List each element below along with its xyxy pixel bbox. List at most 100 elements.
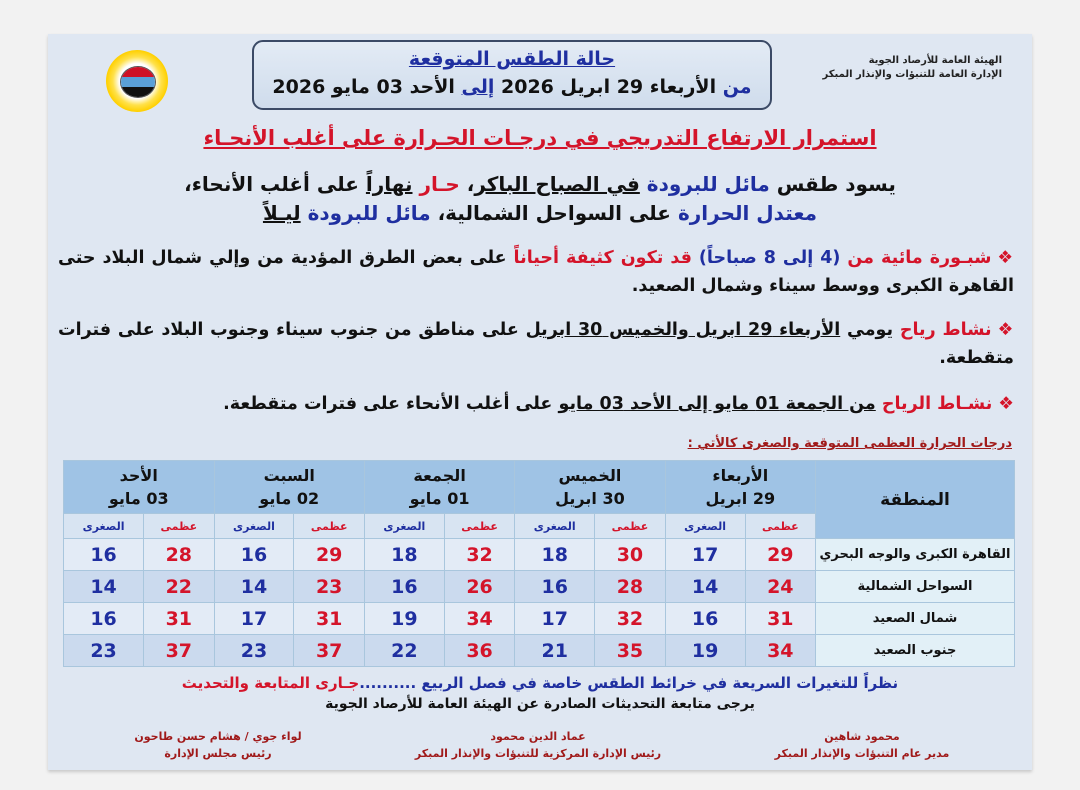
text-segment: نشاط رياح [893, 320, 992, 340]
max-temp-cell: 23 [293, 570, 365, 603]
text-segment: جـارى المتابعة والتحديث [181, 674, 360, 692]
table-row: السواحل الشمالية 24 14 28 16 26 16 23 14 22 14 [62, 570, 1015, 603]
min-temp-cell: 19 [664, 634, 746, 667]
min-temp-cell: 14 [62, 570, 145, 603]
text-segment: مائل للبرودة [300, 201, 431, 225]
bullet-icon: ❖ [997, 320, 1014, 340]
max-temp-cell: 37 [143, 634, 215, 667]
text-segment: على السواحل الشمالية، [430, 201, 671, 225]
min-temp-cell: 16 [62, 602, 145, 635]
text-segment: الأحد 03 مايو 2026 [272, 76, 462, 98]
text-segment: ، [459, 172, 475, 196]
text-segment: يسود طقس [769, 172, 896, 196]
min-temp-cell: 14 [213, 570, 295, 603]
text-segment: حـار [412, 172, 460, 196]
min-temp-cell: 16 [514, 570, 596, 603]
bullet-fog: ❖شبـورة مائية من (4 إلى 8 صباحاً) قد تكو… [58, 244, 1014, 300]
max-label: عظمى [744, 513, 817, 539]
text-segment: إلى [461, 76, 495, 98]
text-segment: ليـلاً [262, 201, 301, 225]
min-temp-cell: 16 [62, 538, 145, 571]
min-temp-cell: 16 [213, 538, 295, 571]
text-segment: نهاراً [365, 172, 413, 196]
max-temp-cell: 34 [443, 602, 516, 635]
region-cell: شمال الصعيد [815, 602, 1015, 635]
max-temp-cell: 29 [744, 538, 817, 571]
lead-summary: يسود طقس مائل للبرودة في الصباح الباكر، … [48, 170, 1032, 228]
max-temp-cell: 31 [293, 602, 365, 635]
min-temp-cell: 18 [363, 538, 445, 571]
bullet-wind-2: ❖نشـاط الرياح من الجمعة 01 مايو إلى الأح… [58, 390, 1014, 418]
min-label: الصغرى [62, 513, 145, 539]
max-temp-cell: 31 [744, 602, 817, 635]
weather-bulletin: الهيئة العامة للأرصاد الجوية الإدارة الع… [48, 34, 1032, 770]
min-temp-cell: 23 [213, 634, 295, 667]
lead-line: معتدل الحرارة على السواحل الشمالية، مائل… [48, 199, 1032, 228]
max-temp-cell: 32 [443, 538, 516, 571]
day-header: الأربعاء 29 ابريل [664, 460, 817, 514]
page-title: حالة الطقس المتوقعة [408, 48, 616, 70]
text-segment: الأربعاء 29 ابريل والخميس 30 ابريل [525, 320, 841, 340]
min-label: الصغرى [514, 513, 596, 539]
min-label: الصغرى [363, 513, 445, 539]
region-cell: جنوب الصعيد [815, 634, 1015, 667]
max-label: عظمى [594, 513, 666, 539]
table-row: شمال الصعيد 31 16 32 17 34 19 31 17 31 16 [62, 602, 1015, 635]
ema-logo [106, 50, 168, 112]
text-segment: يومي [840, 320, 894, 340]
table-caption: درجات الحرارة العظمى المتوقعة والصغرى كا… [687, 436, 1012, 451]
max-temp-cell: 35 [594, 634, 666, 667]
signature-2: عماد الدين محمود رئيس الإدارة المركزية لل… [414, 730, 662, 760]
text-segment: (4 إلى 8 صباحاً) [691, 248, 841, 268]
max-label: عظمى [443, 513, 516, 539]
text-segment: مائل للبرودة [639, 172, 770, 196]
headline: استمرار الارتفاع التدريجي في درجـات الحـ… [203, 126, 877, 150]
region-header: المنطقة [815, 460, 1015, 539]
min-label: الصغرى [213, 513, 295, 539]
date-range: من الأربعاء 29 ابريل 2026 إلى الأحد 03 م… [254, 76, 770, 98]
max-temp-cell: 28 [594, 570, 666, 603]
max-temp-cell: 31 [143, 602, 215, 635]
day-header: الجمعة 01 مايو [363, 460, 516, 514]
day-header: الخميس 30 ابريل [514, 460, 666, 514]
signature-3: لواء جوي / هشام حسن طاحون رئيس مجلس الإدا… [134, 730, 302, 760]
update-note: نظراً للتغيرات السريعة في خرائط الطقس خا… [48, 674, 1032, 692]
min-temp-cell: 14 [664, 570, 746, 603]
max-temp-cell: 30 [594, 538, 666, 571]
table-row: جنوب الصعيد 34 19 35 21 36 22 37 23 37 23 [62, 634, 1015, 667]
max-temp-cell: 37 [293, 634, 365, 667]
lead-line: يسود طقس مائل للبرودة في الصباح الباكر، … [48, 170, 1032, 199]
text-segment: معتدل الحرارة [670, 201, 818, 225]
max-temp-cell: 28 [143, 538, 215, 571]
min-temp-cell: 23 [62, 634, 145, 667]
text-segment: من الجمعة 01 مايو إلى الأحد 03 مايو [558, 394, 876, 414]
region-cell: السواحل الشمالية [815, 570, 1015, 603]
min-temp-cell: 16 [664, 602, 746, 635]
bullet-wind-1: ❖نشاط رياح يومي الأربعاء 29 ابريل والخمي… [58, 316, 1014, 372]
min-temp-cell: 18 [514, 538, 596, 571]
min-temp-cell: 21 [514, 634, 596, 667]
text-segment: في الصباح الباكر [474, 172, 640, 196]
org-line-1: الهيئة العامة للأرصاد الجوية [868, 55, 1002, 66]
text-segment: على أغلب الأنحاء، [184, 172, 366, 196]
bullet-icon: ❖ [998, 394, 1014, 414]
max-temp-cell: 29 [293, 538, 365, 571]
min-temp-cell: 22 [363, 634, 445, 667]
min-temp-cell: 17 [514, 602, 596, 635]
max-temp-cell: 34 [744, 634, 817, 667]
text-segment: من [716, 76, 752, 98]
max-temp-cell: 22 [143, 570, 215, 603]
max-temp-cell: 36 [443, 634, 516, 667]
min-temp-cell: 17 [664, 538, 746, 571]
title-box: حالة الطقس المتوقعة من الأربعاء 29 ابريل… [252, 40, 772, 110]
text-segment: الأربعاء 29 ابريل 2026 [494, 76, 717, 98]
text-segment: نشـاط الرياح [875, 394, 993, 414]
org-line-2: الإدارة العامة للتنبؤات والإنذار المبكر [822, 69, 1003, 80]
max-label: عظمى [143, 513, 215, 539]
max-label: عظمى [293, 513, 365, 539]
follow-updates-note: يرجى متابعة التحديثات الصادرة عن الهيئة … [325, 696, 755, 712]
bullet-icon: ❖ [997, 248, 1015, 268]
min-temp-cell: 19 [363, 602, 445, 635]
text-segment: نظراً للتغيرات السريعة في خرائط الطقس خا… [359, 674, 899, 692]
text-segment: على بعض الطرق المؤدية من وإلي شمال البلا… [58, 248, 1014, 296]
